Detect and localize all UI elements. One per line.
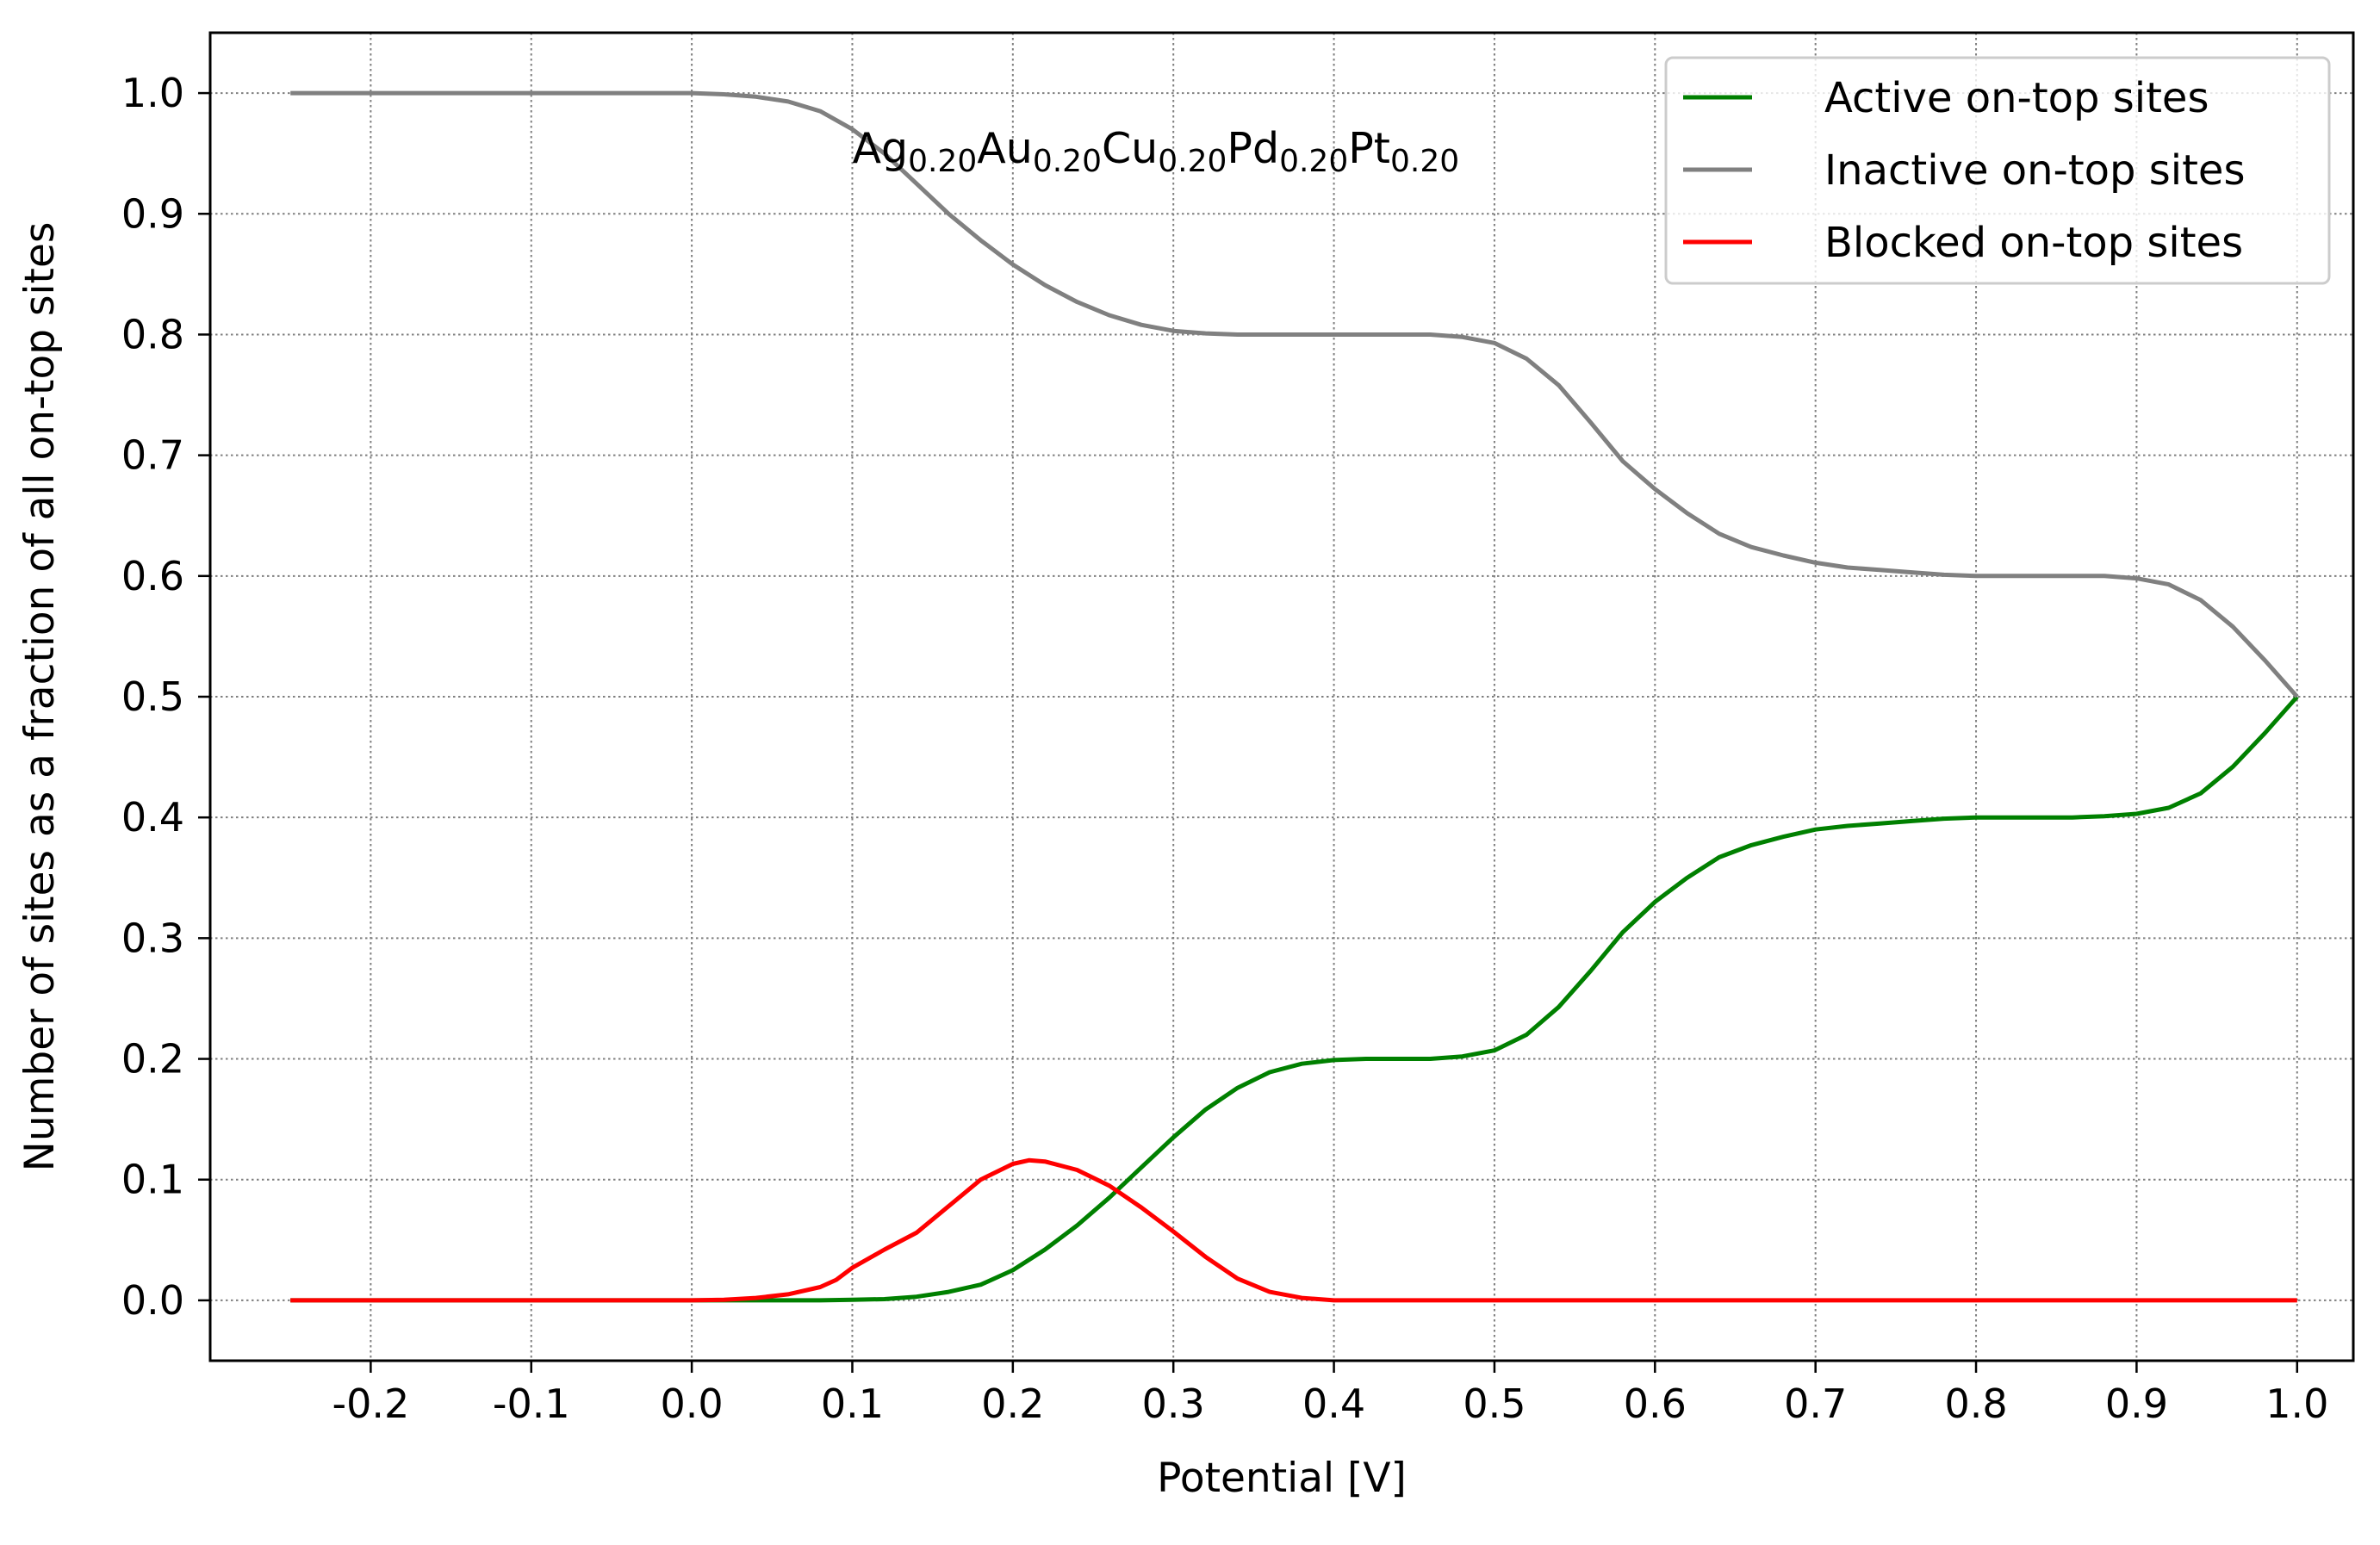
y-tick-label: 0.0: [121, 1277, 184, 1324]
annotation-subscript: 0.20: [1033, 144, 1102, 179]
legend-box: [1664, 56, 2331, 285]
x-tick-label: 0.7: [1784, 1381, 1847, 1427]
x-tick-label: 0.6: [1624, 1381, 1687, 1427]
x-tick-label: 0.0: [661, 1381, 724, 1427]
annotation-element: Au: [977, 124, 1033, 173]
annotation-element: Cu: [1102, 124, 1158, 173]
y-tick-label: 0.2: [121, 1036, 184, 1083]
annotation-subscript: 0.20: [1279, 144, 1348, 179]
annotation-element: Ag: [852, 124, 908, 173]
legend-item: Active on-top sites: [1683, 74, 2209, 122]
x-tick-label: 0.5: [1463, 1381, 1526, 1427]
annotation-element: Pt: [1348, 124, 1390, 173]
annotation-subscript: 0.20: [908, 144, 977, 179]
annotation-subscript: 0.20: [1158, 144, 1227, 179]
legend-items: Active on-top sites Inactive on-top sites…: [1683, 74, 2245, 267]
legend-item: Blocked on-top sites: [1683, 219, 2243, 267]
legend-label: Blocked on-top sites: [1824, 219, 2243, 267]
x-tick-label: 0.2: [981, 1381, 1044, 1427]
legend-label: Active on-top sites: [1824, 74, 2209, 122]
x-tick-label: -0.2: [332, 1381, 409, 1427]
y-tick-label: 0.9: [121, 190, 184, 237]
y-tick-label: 0.6: [121, 553, 184, 599]
x-tick-label: 0.1: [821, 1381, 884, 1427]
x-tick-label: 0.9: [2105, 1381, 2168, 1427]
annotation-element: Pd: [1227, 124, 1279, 173]
x-tick-label: 0.4: [1302, 1381, 1365, 1427]
series-lines: [290, 90, 2299, 1303]
legend-label: Inactive on-top sites: [1824, 146, 2245, 195]
y-tick-label: 0.1: [121, 1157, 184, 1203]
legend-item: Inactive on-top sites: [1683, 146, 2245, 195]
series-line-active-on-top-sites: [290, 695, 2299, 1303]
x-tick-label: 0.3: [1142, 1381, 1205, 1427]
x-axis-label: Potential [V]: [1157, 1455, 1407, 1502]
annotation-subscript: 0.20: [1390, 144, 1459, 179]
y-axis-label: Number of sites as a fraction of all on-…: [16, 222, 64, 1172]
axis-ticks: -0.2 -0.1 0.0 0.1 0.2 0.3 0.4 0.5 0.6 0.7 0.8 0.9 1.…: [121, 70, 2329, 1427]
legend: Active on-top sites Inactive on-top sites…: [1664, 56, 2331, 285]
y-tick-label: 0.5: [121, 673, 184, 720]
series-line-inactive-on-top-sites: [290, 90, 2299, 698]
x-tick-label: -0.1: [493, 1381, 570, 1427]
x-tick-label: 1.0: [2265, 1381, 2328, 1427]
y-tick-label: 0.3: [121, 915, 184, 961]
grid: [210, 33, 2353, 1361]
y-tick-label: 0.8: [121, 311, 184, 357]
y-tick-label: 1.0: [121, 70, 184, 116]
y-tick-label: 0.7: [121, 432, 184, 479]
composition-annotation: Ag0.20Au0.20Cu0.20Pd0.20Pt0.20: [852, 124, 1459, 179]
x-tick-label: 0.8: [1944, 1381, 2007, 1427]
series-line-blocked-on-top-sites: [290, 1157, 2297, 1303]
y-tick-label: 0.4: [121, 794, 184, 841]
